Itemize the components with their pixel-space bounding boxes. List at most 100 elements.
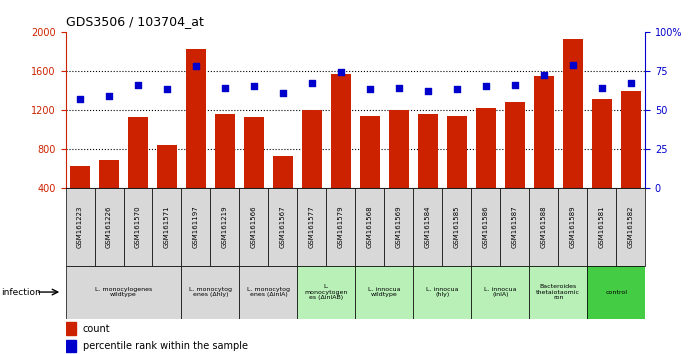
Text: GSM161586: GSM161586 (483, 205, 489, 248)
Bar (359, 115, 380, 227)
Bar (66, 266, 181, 319)
Bar (529, 266, 587, 319)
Bar (562, 39, 583, 227)
Bar (244, 116, 264, 227)
Bar (388, 110, 409, 227)
Bar (210, 188, 239, 266)
Point (393, 85, 404, 91)
Text: infection: infection (1, 287, 41, 297)
Point (190, 63, 201, 69)
Bar (591, 99, 612, 227)
Text: GSM161577: GSM161577 (309, 205, 315, 248)
Text: GSM161587: GSM161587 (512, 205, 518, 248)
Bar (181, 188, 210, 266)
Bar (215, 114, 235, 227)
Text: L. innocua
wildtype: L. innocua wildtype (368, 287, 401, 297)
Point (75, 96, 86, 102)
Point (596, 85, 607, 91)
Text: GSM161588: GSM161588 (541, 205, 546, 248)
Text: GSM161568: GSM161568 (367, 205, 373, 248)
Bar (124, 188, 152, 266)
Text: GSM161584: GSM161584 (425, 205, 431, 248)
Text: percentile rank within the sample: percentile rank within the sample (83, 341, 248, 351)
Bar (128, 116, 148, 227)
Point (277, 90, 288, 96)
Bar (152, 188, 181, 266)
Text: GSM161223: GSM161223 (77, 205, 83, 248)
Text: L. innocua
(inlA): L. innocua (inlA) (484, 287, 517, 297)
Point (104, 93, 115, 98)
Text: L. monocylogenes
wildtype: L. monocylogenes wildtype (95, 287, 152, 297)
Point (625, 80, 636, 86)
Bar (417, 114, 438, 227)
Text: GSM161585: GSM161585 (454, 205, 460, 248)
Bar (355, 188, 384, 266)
Bar (384, 188, 413, 266)
Bar (533, 76, 554, 227)
Bar (326, 188, 355, 266)
Point (364, 87, 375, 92)
Text: GSM161581: GSM161581 (599, 205, 604, 248)
Text: GSM161579: GSM161579 (338, 205, 344, 248)
Text: GSM161567: GSM161567 (280, 205, 286, 248)
Bar (558, 188, 587, 266)
Text: GSM161571: GSM161571 (164, 205, 170, 248)
Bar (471, 266, 529, 319)
Bar (66, 188, 95, 266)
Point (509, 82, 520, 88)
Text: L. monocytog
enes (ΔinlA): L. monocytog enes (ΔinlA) (247, 287, 290, 297)
Point (161, 87, 172, 92)
Text: GSM161570: GSM161570 (135, 205, 141, 248)
Bar (446, 115, 467, 227)
Bar (331, 74, 351, 227)
Bar (66, 340, 76, 352)
Point (132, 82, 144, 88)
Bar (587, 188, 616, 266)
Bar (504, 102, 525, 227)
Text: L.
monocytogen
es (ΔinlAB): L. monocytogen es (ΔinlAB) (305, 284, 348, 300)
Text: count: count (83, 324, 110, 333)
Point (335, 69, 346, 75)
Text: GSM161566: GSM161566 (251, 205, 257, 248)
Text: GSM161582: GSM161582 (628, 205, 633, 248)
Bar (500, 188, 529, 266)
Bar (475, 108, 496, 227)
Bar (181, 266, 239, 319)
Bar (587, 266, 645, 319)
Bar (66, 322, 76, 335)
Bar (302, 110, 322, 227)
Text: L. monocytog
enes (Δhly): L. monocytog enes (Δhly) (189, 287, 232, 297)
Bar (186, 50, 206, 227)
Text: GSM161226: GSM161226 (106, 205, 112, 248)
Point (451, 87, 462, 92)
Text: GSM161197: GSM161197 (193, 205, 199, 248)
Bar (471, 188, 500, 266)
Bar (273, 156, 293, 227)
Point (219, 85, 230, 91)
Point (422, 88, 433, 94)
Text: L. innocua
(hly): L. innocua (hly) (426, 287, 459, 297)
Bar (95, 188, 124, 266)
Bar (413, 188, 442, 266)
Bar (442, 188, 471, 266)
Bar (413, 266, 471, 319)
Point (538, 73, 549, 78)
Bar (529, 188, 558, 266)
Bar (297, 188, 326, 266)
Bar (70, 166, 90, 227)
Text: GSM161569: GSM161569 (396, 205, 402, 248)
Bar (157, 145, 177, 227)
Point (306, 80, 317, 86)
Text: control: control (605, 290, 627, 295)
Text: GSM161589: GSM161589 (570, 205, 575, 248)
Point (567, 62, 578, 67)
Bar (239, 266, 297, 319)
Text: GDS3506 / 103704_at: GDS3506 / 103704_at (66, 15, 204, 28)
Point (248, 84, 259, 89)
Bar (268, 188, 297, 266)
Bar (616, 188, 645, 266)
Bar (355, 266, 413, 319)
Point (480, 84, 491, 89)
Bar (620, 91, 641, 227)
Text: Bacteroides
thetaiotaomic
ron: Bacteroides thetaiotaomic ron (536, 284, 580, 300)
